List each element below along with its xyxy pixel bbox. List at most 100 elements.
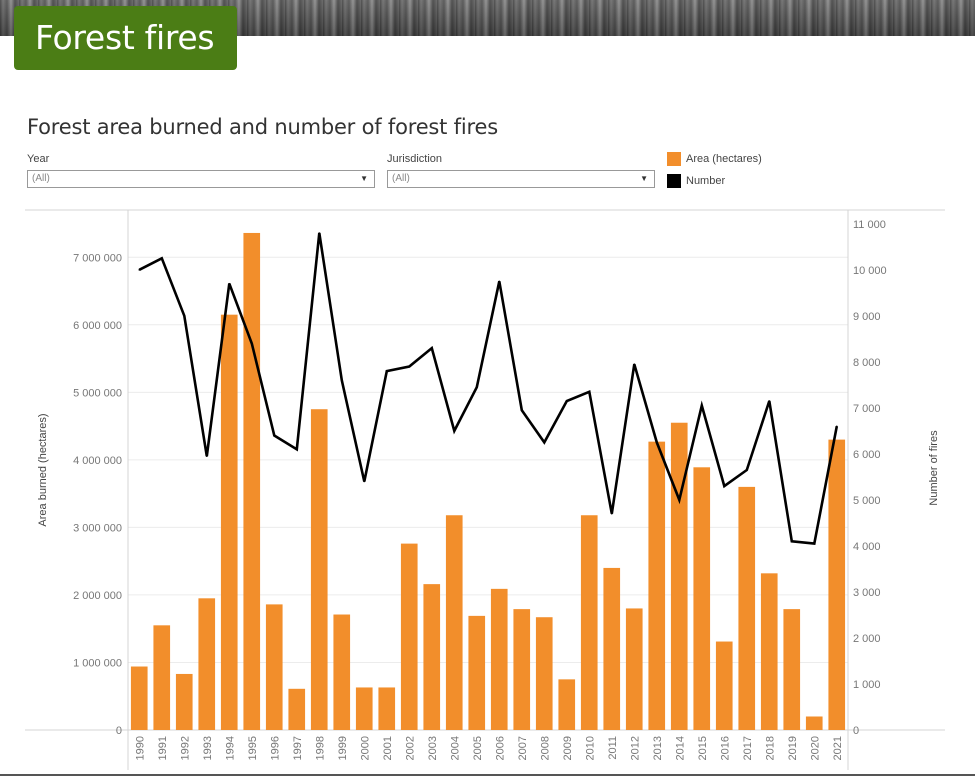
- left-tick-label: 5 000 000: [73, 387, 122, 399]
- point-number-1996: [273, 434, 276, 437]
- point-number-2011: [610, 512, 613, 515]
- x-tick-label: 2002: [404, 736, 416, 760]
- right-tick-label: 6 000: [853, 449, 881, 461]
- legend-label-area[interactable]: Area (hectares): [686, 153, 762, 165]
- point-number-2007: [520, 409, 523, 411]
- legend-swatch-area[interactable]: [667, 152, 681, 166]
- x-tick-label: 1995: [247, 736, 259, 760]
- x-tick-label: 2005: [472, 736, 484, 760]
- bar-area-1998: [310, 409, 328, 730]
- point-number-2009: [565, 400, 568, 402]
- x-tick-label: 1994: [224, 736, 236, 760]
- x-tick-label: 1992: [179, 736, 191, 760]
- point-number-2017: [745, 469, 748, 471]
- point-number-2004: [453, 430, 456, 432]
- legend-label-number[interactable]: Number: [686, 175, 726, 187]
- x-tick-label: 1997: [292, 736, 304, 760]
- x-tick-label: 2021: [832, 736, 844, 760]
- bar-area-2002: [400, 543, 418, 730]
- x-tick-label: 1991: [157, 736, 169, 760]
- point-number-2001: [385, 370, 388, 372]
- point-number-2003: [430, 347, 433, 349]
- left-tick-label: 3 000 000: [73, 522, 122, 534]
- bar-area-2013: [648, 441, 666, 730]
- bar-area-1991: [153, 625, 171, 730]
- year-filter-label: Year: [27, 153, 50, 165]
- point-number-2020: [813, 542, 816, 545]
- point-number-1992: [183, 315, 186, 317]
- point-number-1999: [340, 379, 343, 382]
- jurisdiction-filter-value: (All): [392, 173, 410, 184]
- right-tick-label: 8 000: [853, 357, 881, 369]
- jurisdiction-filter-label: Jurisdiction: [387, 153, 443, 165]
- point-number-1994: [228, 282, 231, 285]
- right-tick-label: 10 000: [853, 265, 887, 277]
- jurisdiction-filter-dropdown[interactable]: (All) ▼: [387, 170, 655, 188]
- axes: 0 1 000 000 2 000 000 3 000 000 4 000 000 5 0…: [0, 219, 975, 776]
- bar-area-2018: [760, 573, 778, 730]
- bar-area-2019: [783, 609, 801, 730]
- point-number-2012: [633, 363, 636, 365]
- bar-area-2006: [490, 588, 508, 730]
- x-tick-label: 2012: [629, 736, 641, 760]
- bar-area-2009: [558, 679, 576, 730]
- bar-area-2021: [828, 439, 846, 730]
- left-tick-label: 6 000 000: [73, 320, 122, 332]
- x-tick-label: 2020: [809, 736, 821, 760]
- right-tick-label: 1 000: [853, 679, 881, 691]
- bar-area-1994: [220, 314, 238, 730]
- x-tick-label: 2008: [539, 736, 551, 760]
- left-tick-label: 2 000 000: [73, 590, 122, 602]
- chevron-down-icon: ▼: [360, 174, 368, 183]
- right-tick-label: 5 000: [853, 495, 881, 507]
- point-number-1998: [318, 232, 321, 234]
- year-filter-dropdown[interactable]: (All) ▼: [27, 170, 375, 188]
- point-number-2010: [588, 390, 591, 393]
- area-bars: [130, 232, 846, 730]
- bar-area-1990: [130, 666, 148, 730]
- point-number-2005: [475, 386, 478, 388]
- point-number-2016: [723, 485, 726, 487]
- x-tick-label: 2000: [359, 736, 371, 760]
- x-tick-label: 2004: [449, 736, 461, 760]
- bar-area-2012: [625, 608, 643, 730]
- right-tick-label: 4 000: [853, 541, 881, 553]
- number-line-layer: [138, 232, 839, 546]
- x-tick-label: 2016: [719, 736, 731, 760]
- right-tick-label: 2 000: [853, 633, 881, 645]
- left-axis-title: Area burned (hectares): [37, 413, 49, 526]
- bar-area-2003: [423, 584, 441, 730]
- left-tick-label: 1 000 000: [73, 657, 122, 669]
- bar-area-2015: [693, 467, 711, 730]
- bar-area-1992: [175, 673, 193, 730]
- x-tick-label: 2003: [427, 736, 439, 760]
- point-number-2000: [363, 480, 366, 483]
- bar-area-2008: [535, 617, 553, 730]
- bar-area-2014: [670, 422, 688, 730]
- point-number-2019: [790, 540, 793, 543]
- bar-area-1993: [198, 598, 216, 730]
- point-number-2014: [678, 499, 681, 501]
- x-tick-label: 2013: [652, 736, 664, 760]
- left-tick-label: 0: [116, 725, 122, 737]
- bar-area-2020: [805, 716, 823, 730]
- point-number-2018: [768, 400, 771, 402]
- x-tick-label: 2011: [607, 736, 619, 760]
- point-number-1991: [160, 257, 163, 260]
- x-tick-label: 2009: [562, 736, 574, 760]
- bar-area-2017: [738, 486, 756, 730]
- right-tick-label: 11 000: [853, 219, 886, 231]
- x-tick-label: 2015: [697, 736, 709, 760]
- chart-title: Forest area burned and number of forest …: [27, 115, 498, 139]
- line-series-number: [138, 232, 839, 546]
- x-tick-label: 1998: [314, 736, 326, 760]
- point-number-2008: [543, 441, 546, 444]
- x-tick-label: 2018: [764, 736, 776, 760]
- right-axis-title: Number of fires: [928, 430, 940, 506]
- point-number-2002: [408, 365, 411, 368]
- legend-swatch-number[interactable]: [667, 174, 681, 188]
- bar-area-1996: [265, 604, 283, 730]
- left-tick-label: 4 000 000: [73, 455, 122, 467]
- x-tick-label: 1993: [202, 736, 214, 760]
